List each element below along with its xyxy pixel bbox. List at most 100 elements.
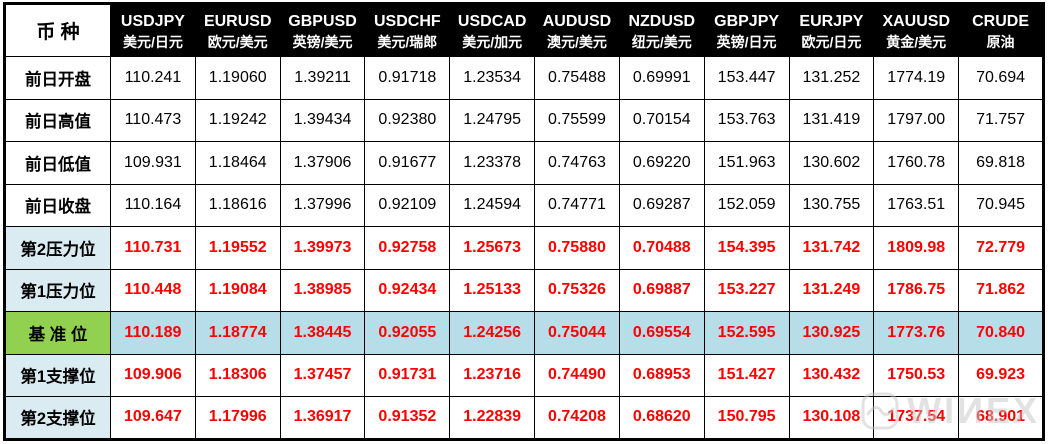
table-cell: 0.75044 [534,311,620,355]
table-cell: 0.92380 [364,98,451,142]
table-cell: 0.69991 [618,56,705,100]
table-cell: 0.68953 [618,353,705,397]
column-header-usdchf: USDCHF 美元/瑞郎 [364,3,451,57]
table-cell: 1.19084 [194,268,281,312]
column-symbol: USDCAD [457,12,527,30]
table-cell: 130.925 [788,311,875,355]
column-symbol: EURUSD [203,12,272,30]
table-cell: 0.92055 [364,311,451,355]
table-cell: 1.18774 [194,311,281,355]
table-cell: 109.647 [110,396,196,440]
table-cell: 71.757 [958,98,1044,142]
table-cell: 68.901 [958,396,1044,440]
table-row: 第2压力位 110.731 1.19552 1.39973 0.92758 1.25673… [4,226,1044,270]
table-cell: 1737.54 [873,396,960,440]
row-label: 第1支撑位 [4,353,111,397]
table-row: 第1支撑位 109.906 1.18306 1.37457 0.91731 1.23716… [4,353,1044,397]
table-cell: 152.595 [703,311,790,355]
column-name: 美元/瑞郎 [377,34,438,50]
table-cell: 0.74490 [534,353,620,397]
table-row: 前日收盘 110.164 1.18616 1.37996 0.92109 1.24594 0… [4,183,1044,227]
table-body: 前日开盘 110.241 1.19060 1.39211 0.91718 1.23534 0… [4,56,1044,440]
table-cell: 0.75326 [534,268,620,312]
table-cell: 153.763 [703,98,790,142]
table-cell: 1.19552 [194,226,281,270]
table-cell: 0.69287 [618,183,705,227]
table-cell: 0.92434 [364,268,451,312]
column-name: 澳元/美元 [547,34,607,50]
row-label: 前日开盘 [4,56,111,100]
column-header-gbpjpy: GBPJPY 英镑/日元 [703,3,790,57]
table-cell: 1.23716 [449,353,536,397]
table-row: 第2支撑位 109.647 1.17996 1.36917 0.91352 1.22839… [4,396,1044,440]
table-cell: 110.731 [110,226,196,270]
column-name: 黄金/美元 [886,34,947,50]
table-cell: 0.70154 [618,98,705,142]
row-label: 前日高值 [4,98,111,142]
table-cell: 1.24594 [449,183,536,227]
table-cell: 0.68620 [618,396,705,440]
column-name: 美元/日元 [122,34,183,50]
row-label: 第2支撑位 [4,396,111,440]
column-name: 美元/加元 [462,34,523,50]
table-cell: 1.24256 [449,311,536,355]
table-cell: 70.945 [958,183,1044,227]
table-cell: 154.395 [703,226,790,270]
column-symbol: EURJPY [799,12,864,30]
table-cell: 1.38445 [279,311,366,355]
table-cell: 1774.19 [873,56,960,100]
column-symbol: GBPUSD [288,12,357,30]
column-header-usdjpy: USDJPY 美元/日元 [110,3,196,57]
table-cell: 1.17996 [194,396,281,440]
table-cell: 1.18306 [194,353,281,397]
column-name: 欧元/美元 [207,34,268,50]
table-cell: 131.742 [788,226,875,270]
table-cell: 0.91352 [364,396,451,440]
column-symbol: XAUUSD [882,12,950,30]
table-cell: 0.75599 [534,98,620,142]
row-label: 基 准 位 [4,311,111,355]
table-cell: 1.39973 [279,226,366,270]
table-cell: 72.779 [958,226,1044,270]
table-cell: 70.840 [958,311,1044,355]
table-cell: 1.37906 [279,141,366,185]
column-header-nzdusd: NZDUSD 纽元/美元 [618,3,705,57]
corner-header-cell: 币 种 [4,3,111,57]
table-cell: 1.25133 [449,268,536,312]
table-cell: 1.23378 [449,141,536,185]
table-cell: 0.75880 [534,226,620,270]
header-row: 币 种 USDJPY 美元/日元 EURUSD 欧元/美元 GBPUSD 英镑/美元 USD… [4,3,1044,57]
table-cell: 0.74208 [534,396,620,440]
table-cell: 1763.51 [873,183,960,227]
column-symbol: USDCHF [374,12,441,30]
column-header-eurjpy: EURJPY 欧元/日元 [788,3,875,57]
table-cell: 1750.53 [873,353,960,397]
row-label: 第1压力位 [4,268,111,312]
table-cell: 151.427 [703,353,790,397]
table-cell: 131.252 [788,56,875,100]
table-cell: 1.19242 [194,98,281,142]
table-cell: 1.24795 [449,98,536,142]
table-cell: 150.795 [703,396,790,440]
table-cell: 151.963 [703,141,790,185]
table-row: 前日高值 110.473 1.19242 1.39434 0.92380 1.24795 0… [4,98,1044,142]
table-cell: 0.92758 [364,226,451,270]
table-cell: 0.74763 [534,141,620,185]
table-cell: 130.602 [788,141,875,185]
table-cell: 110.241 [110,56,196,100]
table-cell: 1.39434 [279,98,366,142]
table-cell: 152.059 [703,183,790,227]
table-row: 前日开盘 110.241 1.19060 1.39211 0.91718 1.23534 0… [4,56,1044,100]
table-cell: 130.108 [788,396,875,440]
column-header-eurusd: EURUSD 欧元/美元 [194,3,281,57]
column-header-gbpusd: GBPUSD 英镑/美元 [279,3,366,57]
table-cell: 0.69220 [618,141,705,185]
column-symbol: GBPJPY [714,12,780,30]
table-cell: 0.91718 [364,56,451,100]
table-cell: 1.18616 [194,183,281,227]
table-cell: 1.22839 [449,396,536,440]
table-cell: 1797.00 [873,98,960,142]
table-cell: 1760.78 [873,141,960,185]
table-cell: 0.69887 [618,268,705,312]
